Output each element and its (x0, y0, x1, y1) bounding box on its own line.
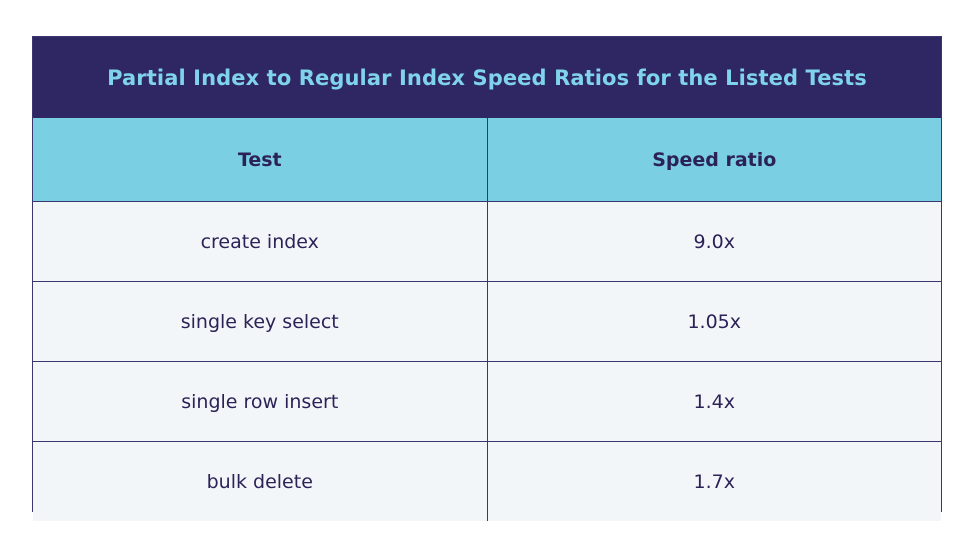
speed-ratio-table: Partial Index to Regular Index Speed Rat… (32, 36, 942, 521)
table-row: create index 9.0x (33, 201, 941, 282)
header-row: Test Speed ratio (33, 118, 941, 202)
table-row: bulk delete 1.7x (33, 441, 941, 521)
ratio-table-grid: Test Speed ratio create index 9.0x singl… (33, 118, 941, 521)
table-row: single row insert 1.4x (33, 361, 941, 442)
header-speed-ratio: Speed ratio (486, 118, 941, 202)
speed-ratio-cell: 1.05x (486, 281, 941, 362)
test-name-cell: bulk delete (33, 441, 488, 521)
speed-ratio-cell: 1.4x (486, 361, 941, 442)
speed-ratio-cell: 9.0x (486, 201, 941, 282)
test-name-cell: single key select (33, 281, 488, 362)
test-name-cell: create index (33, 201, 488, 282)
speed-ratio-cell: 1.7x (486, 441, 941, 521)
table-title: Partial Index to Regular Index Speed Rat… (33, 37, 941, 118)
test-name-cell: single row insert (33, 361, 488, 442)
header-test: Test (33, 118, 488, 202)
table-row: single key select 1.05x (33, 281, 941, 362)
